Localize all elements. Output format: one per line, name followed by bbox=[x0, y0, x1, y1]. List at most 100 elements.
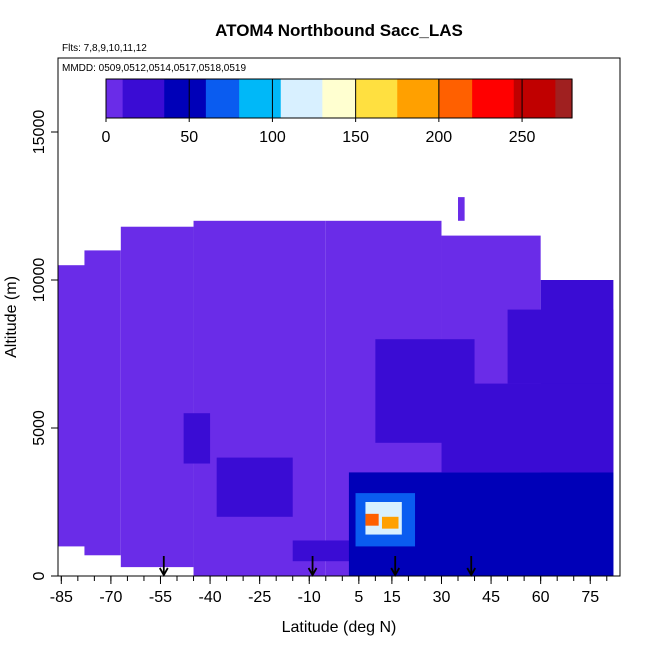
colorbar-segment bbox=[130, 79, 140, 118]
flight-markers bbox=[159, 556, 477, 577]
colorbar-segment bbox=[147, 79, 157, 118]
colorbar-segment bbox=[438, 79, 448, 118]
colorbar-segment bbox=[330, 79, 340, 118]
colorbar-tick-label: 0 bbox=[102, 129, 111, 146]
x-tick-label: -40 bbox=[199, 589, 222, 606]
x-tick-label: 75 bbox=[581, 589, 599, 606]
colorbar-segment bbox=[355, 79, 365, 118]
colorbar-segment bbox=[106, 79, 115, 118]
colorbar-segment bbox=[339, 79, 348, 118]
chart-title: ATOM4 Northbound Sacc_LAS bbox=[215, 21, 463, 40]
colorbar-segment bbox=[463, 79, 473, 118]
colorbar-segment bbox=[388, 79, 398, 118]
y-axis: 0 5000 10000 15000 bbox=[31, 110, 58, 580]
colorbar-segment bbox=[122, 79, 132, 118]
colorbar-segment bbox=[505, 79, 515, 118]
heatmap-cell bbox=[243, 265, 316, 488]
colorbar-segment bbox=[255, 79, 265, 118]
x-tick-label: 15 bbox=[383, 589, 401, 606]
colorbar-segment bbox=[297, 79, 307, 118]
colorbar-tick-label: 250 bbox=[509, 129, 536, 146]
colorbar-segment bbox=[480, 79, 490, 118]
colorbar-segment bbox=[214, 79, 224, 118]
colorbar-segment bbox=[372, 79, 382, 118]
colorbar-segment bbox=[363, 79, 373, 118]
colorbar-segment bbox=[230, 79, 240, 118]
colorbar-segment bbox=[247, 79, 257, 118]
colorbar-segment bbox=[205, 79, 215, 118]
colorbar-segment bbox=[430, 79, 440, 118]
x-tick-label: -55 bbox=[149, 589, 172, 606]
colorbar-segment bbox=[314, 79, 323, 118]
heatmap-cell bbox=[375, 339, 475, 443]
flight-arrow bbox=[390, 556, 400, 577]
x-tick-label: -25 bbox=[248, 589, 271, 606]
heatmap-cell bbox=[381, 516, 399, 529]
colorbar-segment bbox=[513, 79, 523, 118]
colorbar-segment bbox=[289, 79, 298, 118]
colorbar-segment bbox=[189, 79, 199, 118]
heatmap-cell bbox=[84, 250, 121, 556]
colorbar-segment bbox=[347, 79, 357, 118]
heatmap-cell bbox=[216, 457, 293, 517]
x-tick-label: 30 bbox=[433, 589, 451, 606]
x-tick-label: 45 bbox=[482, 589, 500, 606]
colorbar-segment bbox=[155, 79, 165, 118]
colorbar-segment bbox=[413, 79, 423, 118]
colorbar: 0 50 100 150 200 250 bbox=[102, 78, 573, 146]
colorbar-segment bbox=[563, 79, 573, 118]
colorbar-segment bbox=[197, 79, 207, 118]
heatmap-cell bbox=[365, 513, 379, 526]
flight-arrow bbox=[466, 556, 477, 577]
colorbar-segment bbox=[547, 79, 556, 118]
heatmap-cell bbox=[458, 197, 465, 221]
x-tick-label: -10 bbox=[298, 589, 321, 606]
colorbar-segment bbox=[380, 79, 390, 118]
colorbar-segment bbox=[264, 79, 274, 118]
colorbar-segment bbox=[305, 79, 315, 118]
y-tick-label: 0 bbox=[31, 571, 48, 580]
x-tick-label: -70 bbox=[99, 589, 122, 606]
flight-arrow bbox=[159, 556, 169, 577]
colorbar-segment bbox=[538, 79, 548, 118]
colorbar-segment bbox=[239, 79, 249, 118]
y-tick-label: 15000 bbox=[31, 110, 48, 155]
colorbar-segment bbox=[114, 79, 124, 118]
colorbar-segment bbox=[455, 79, 465, 118]
colorbar-tick-label: 50 bbox=[180, 129, 198, 146]
heatmap-cell bbox=[507, 309, 614, 384]
heatmap-cell bbox=[120, 226, 194, 568]
colorbar-segment bbox=[272, 79, 282, 118]
x-tick-label: 60 bbox=[532, 589, 550, 606]
colorbar-segment bbox=[139, 79, 149, 118]
colorbar-segment bbox=[488, 79, 498, 118]
flight-arrow bbox=[307, 556, 318, 577]
colorbar-segment bbox=[422, 79, 432, 118]
x-axis: -85 -70 -55 -40 -25 -10 5 15 30 45 60 75 bbox=[50, 576, 608, 606]
plot-frame bbox=[57, 57, 621, 577]
colorbar-tick-label: 200 bbox=[426, 129, 453, 146]
x-tick-label: -85 bbox=[50, 589, 73, 606]
colorbar-segment bbox=[555, 79, 565, 118]
heatmap-layer bbox=[58, 197, 614, 577]
colorbar-segment bbox=[447, 79, 457, 118]
colorbar-segment bbox=[530, 79, 540, 118]
colorbar-segment bbox=[472, 79, 482, 118]
colorbar-segment bbox=[405, 79, 415, 118]
y-tick-label: 5000 bbox=[31, 410, 48, 446]
flights-annotation: Flts: 7,8,9,10,11,12 bbox=[62, 43, 147, 54]
colorbar-tick-label: 150 bbox=[342, 129, 369, 146]
colorbar-segment bbox=[497, 79, 507, 118]
x-tick-label: 5 bbox=[354, 589, 363, 606]
dates-annotation: MMDD: 0509,0512,0514,0517,0518,0519 bbox=[62, 63, 246, 74]
colorbar-segment bbox=[322, 79, 332, 118]
colorbar-segment bbox=[164, 79, 174, 118]
colorbar-tick-label: 100 bbox=[259, 129, 286, 146]
y-axis-label: Altitude (m) bbox=[3, 276, 20, 358]
colorbar-segment bbox=[222, 79, 232, 118]
colorbar-segment bbox=[280, 79, 290, 118]
colorbar-segment bbox=[180, 79, 190, 118]
heatmap-cell bbox=[183, 413, 211, 464]
colorbar-segment bbox=[172, 79, 182, 118]
